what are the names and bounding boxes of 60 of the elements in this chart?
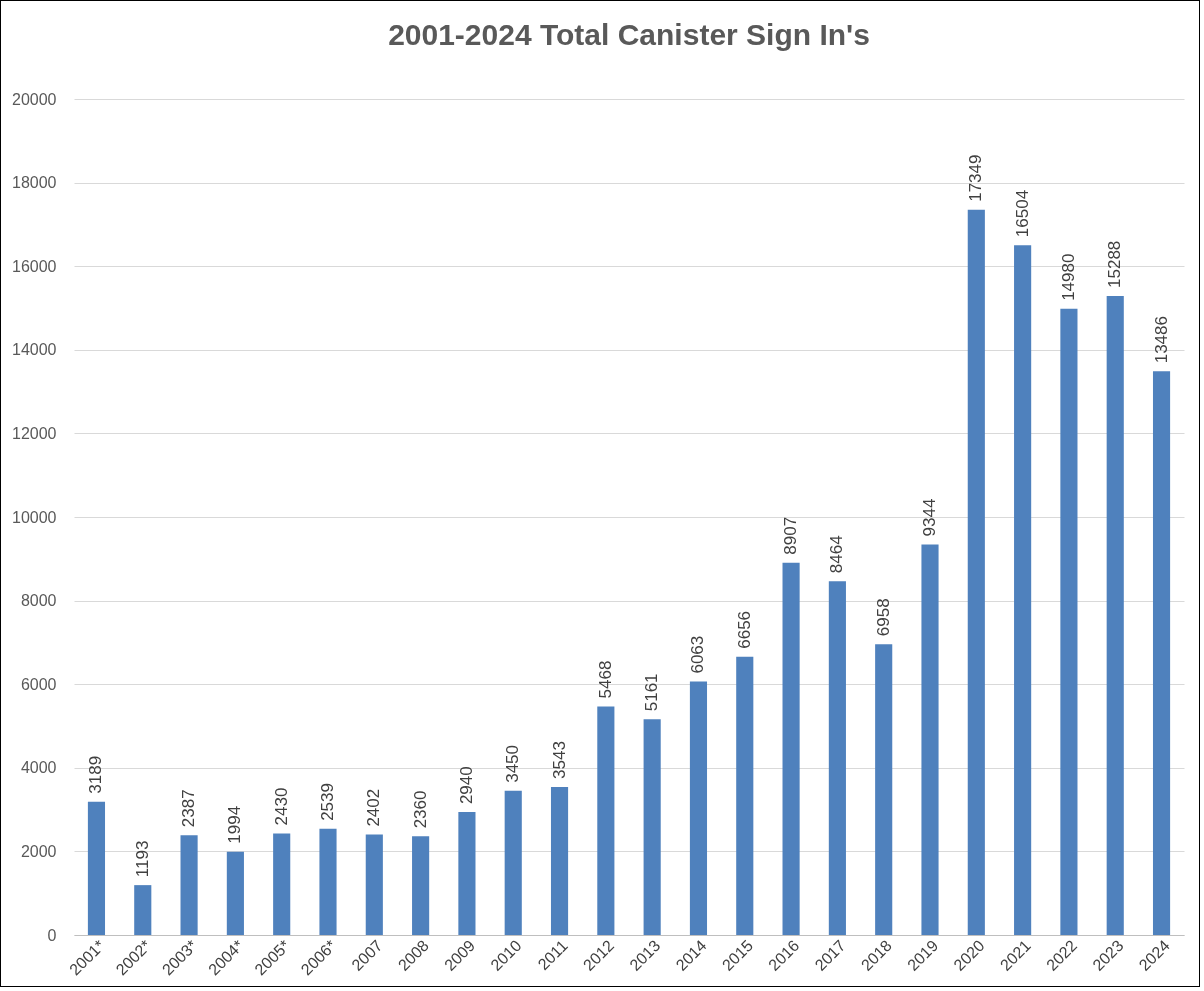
- bar: [226, 851, 244, 935]
- y-tick-label: 4000: [20, 759, 57, 777]
- data-label: 15288: [1105, 240, 1125, 288]
- bar: [180, 835, 198, 935]
- bar: [273, 833, 291, 935]
- y-tick-label: 18000: [12, 174, 57, 192]
- y-tick-label: 6000: [20, 675, 57, 693]
- data-label: 8907: [781, 516, 801, 555]
- bar: [550, 786, 569, 935]
- bar: [412, 836, 430, 935]
- bar: [458, 812, 476, 935]
- y-tick-label: 2000: [20, 842, 57, 860]
- bar: [365, 834, 383, 935]
- data-label: 6958: [873, 598, 893, 637]
- bar: [1106, 295, 1124, 935]
- data-label: 8464: [827, 535, 847, 574]
- data-label: 1193: [132, 840, 152, 878]
- data-label: 9344: [920, 498, 939, 537]
- bar: [967, 209, 985, 935]
- data-label: 16504: [1012, 189, 1032, 238]
- bar: [875, 644, 893, 935]
- data-label: 13486: [1151, 316, 1171, 364]
- chart-title: 2001-2024 Total Canister Sign In's: [388, 18, 870, 51]
- data-label: 2940: [456, 766, 476, 805]
- bar: [643, 719, 661, 935]
- bar: [134, 885, 152, 935]
- bar: [504, 790, 522, 935]
- data-label: 3450: [503, 744, 523, 783]
- data-label: 1994: [225, 805, 245, 844]
- bar: [736, 656, 754, 935]
- bar: [319, 828, 337, 935]
- bar: [921, 544, 939, 935]
- bar: [87, 801, 106, 935]
- y-tick-label: 14000: [12, 341, 57, 359]
- bar: [1152, 371, 1171, 935]
- y-tick-label: 8000: [20, 592, 57, 610]
- data-label: 3543: [549, 741, 569, 779]
- data-label: 2387: [179, 789, 199, 828]
- data-label: 17349: [966, 154, 986, 202]
- bar: [597, 706, 615, 935]
- data-label: 2430: [271, 787, 291, 826]
- data-label: 2402: [364, 788, 384, 827]
- y-tick-label: 10000: [12, 508, 57, 526]
- bar: [689, 681, 708, 935]
- y-tick-label: 0: [47, 926, 57, 944]
- data-label: 2360: [410, 790, 430, 829]
- data-label: 6063: [688, 635, 708, 674]
- bar: [1060, 308, 1078, 935]
- y-tick-label: 20000: [12, 90, 57, 108]
- y-tick-label: 12000: [12, 424, 57, 442]
- data-label: 5161: [642, 673, 662, 712]
- data-label: 3189: [86, 755, 106, 794]
- data-label: 6656: [734, 610, 754, 649]
- data-label: 14980: [1058, 253, 1078, 301]
- y-tick-label: 16000: [12, 257, 57, 275]
- bar: [1014, 245, 1032, 935]
- bar: [782, 562, 800, 935]
- data-label: 5468: [595, 660, 615, 699]
- data-label: 2539: [318, 783, 337, 821]
- bar: [828, 581, 846, 935]
